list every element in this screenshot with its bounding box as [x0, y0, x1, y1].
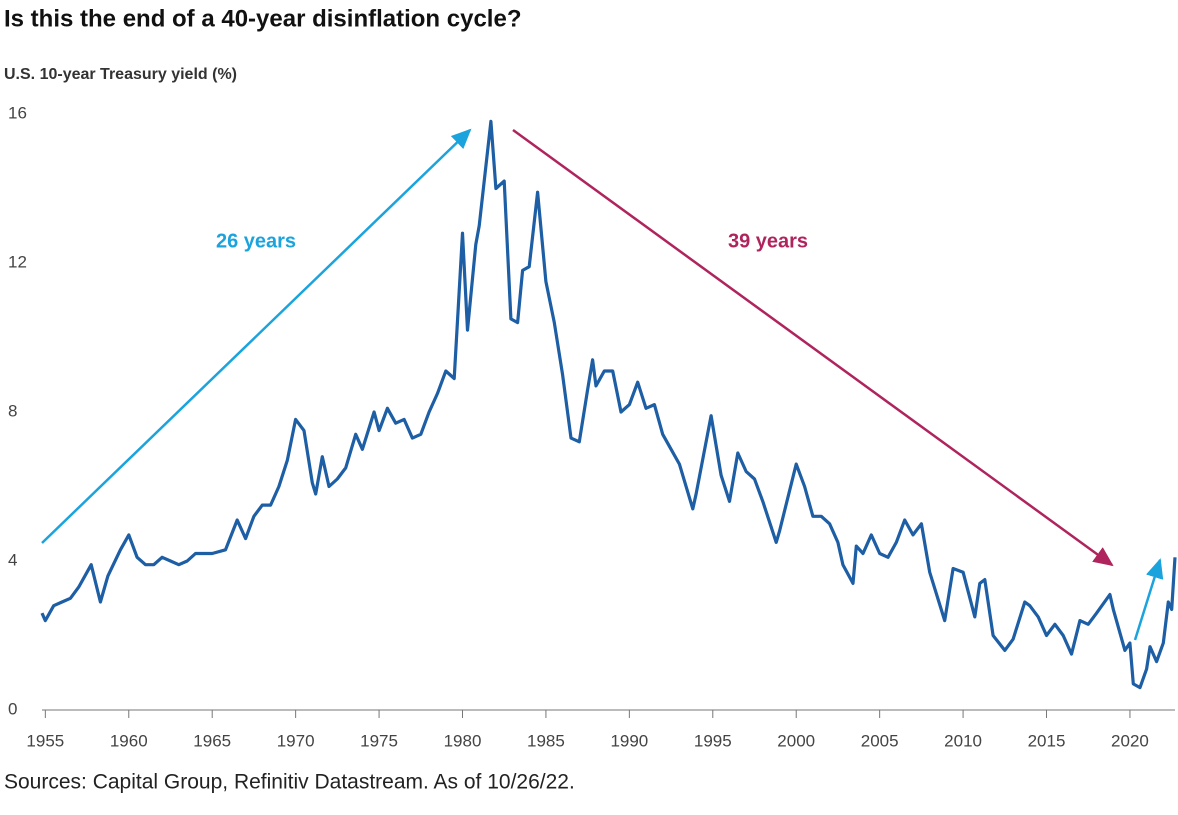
x-tick-label: 1990 — [610, 731, 648, 750]
x-tick-label: 1985 — [527, 731, 565, 750]
x-tick-label: 2020 — [1111, 731, 1149, 750]
line-series — [40, 119, 1177, 690]
x-tick-label: 1975 — [360, 731, 398, 750]
axis-title: U.S. 10-year Treasury yield (%) — [4, 66, 237, 83]
y-tick-label: 8 — [8, 401, 17, 420]
y-tick-label: 0 — [8, 699, 17, 718]
annotation: 26 years — [216, 230, 296, 252]
x-tick-label: 1955 — [26, 731, 64, 750]
arrow — [512, 128, 1114, 567]
arrow — [41, 128, 472, 544]
x-tick-label: 1970 — [277, 731, 315, 750]
y-tick-label: 12 — [8, 252, 27, 271]
arrow — [1133, 558, 1164, 641]
x-tick-label: 1960 — [110, 731, 148, 750]
x-tick-label: 2005 — [861, 731, 899, 750]
y-tick-label: 4 — [8, 550, 17, 569]
x-tick-label: 1995 — [694, 731, 732, 750]
x-tick-label: 1980 — [444, 731, 482, 750]
annotation: 39 years — [728, 230, 808, 252]
source-note: Sources: Capital Group, Refinitiv Datast… — [4, 771, 575, 794]
chart-title: Is this the end of a 40-year disinflatio… — [4, 5, 521, 32]
y-tick-label: 16 — [8, 103, 27, 122]
x-tick-label: 2000 — [777, 731, 815, 750]
x-tick-label: 1965 — [193, 731, 231, 750]
x-tick-label: 2015 — [1028, 731, 1066, 750]
x-tick-label: 2010 — [944, 731, 982, 750]
